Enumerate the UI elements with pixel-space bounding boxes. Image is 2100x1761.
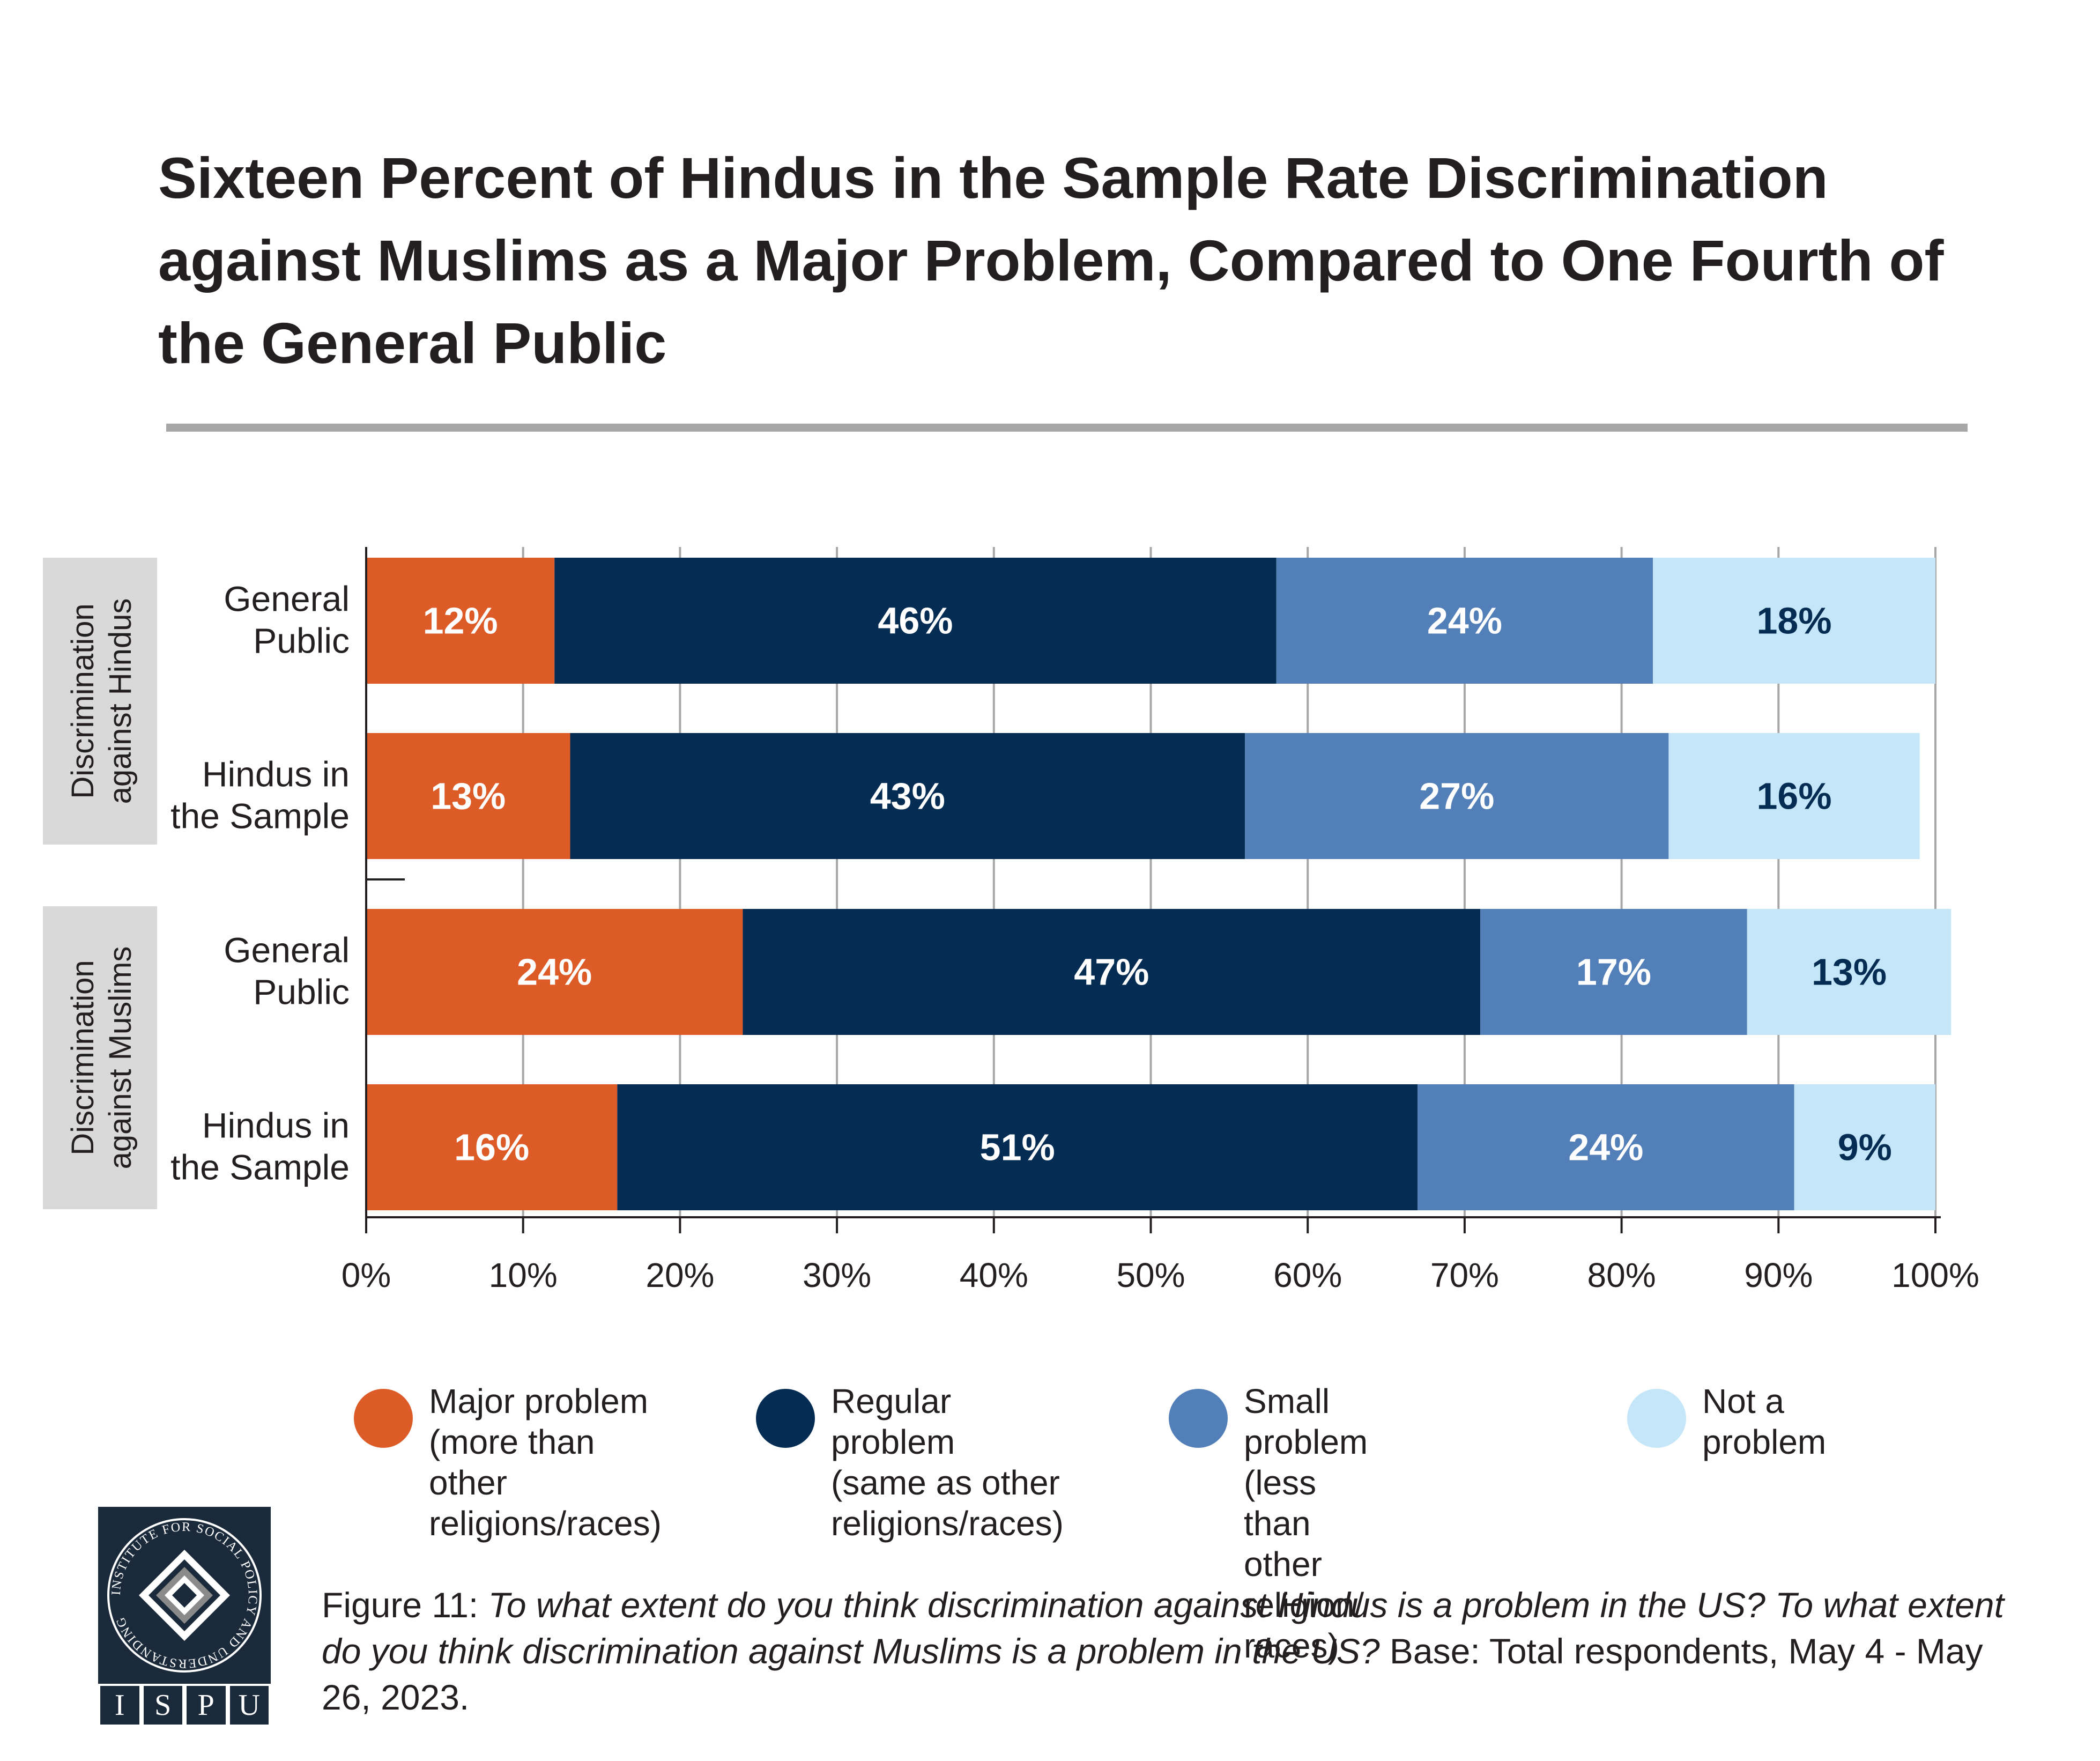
legend-swatch-small bbox=[1169, 1389, 1228, 1448]
x-tick-label: 80% bbox=[1587, 1256, 1656, 1294]
x-tick-label: 30% bbox=[803, 1256, 871, 1294]
data-label: 27% bbox=[1419, 775, 1494, 817]
bar-segment bbox=[1794, 1084, 1935, 1210]
bar-segment bbox=[1276, 558, 1653, 684]
logo-letter: U bbox=[227, 1684, 271, 1727]
category-label: Hindus in the Sample bbox=[170, 754, 350, 836]
title-divider bbox=[166, 424, 1968, 432]
legend: Major problem (more than other religions… bbox=[0, 1365, 2100, 1665]
group-label: Discriminationagainst Hindus bbox=[65, 598, 138, 804]
legend-label-regular: Regular problem (same as other religions… bbox=[831, 1382, 1064, 1543]
logo-letters: I S P U bbox=[98, 1684, 271, 1727]
data-label: 46% bbox=[878, 600, 953, 642]
logo-letter: S bbox=[141, 1684, 184, 1727]
bar-segment bbox=[1480, 909, 1747, 1035]
data-label: 51% bbox=[980, 1127, 1055, 1168]
legend-label-not: Not a problem bbox=[1702, 1382, 1827, 1461]
bar-segment bbox=[1668, 733, 1920, 859]
data-label: 17% bbox=[1576, 951, 1651, 993]
bar-segment bbox=[366, 733, 570, 859]
figure-caption: Figure 11: To what extent do you think d… bbox=[322, 1582, 2010, 1720]
group-label: Discriminationagainst Muslims bbox=[65, 946, 138, 1170]
logo-letter: P bbox=[184, 1684, 228, 1727]
bar-segment bbox=[366, 1084, 618, 1210]
data-label: 24% bbox=[1568, 1127, 1643, 1168]
data-label: 24% bbox=[517, 951, 592, 993]
data-label: 24% bbox=[1427, 600, 1502, 642]
bar-segment bbox=[366, 558, 555, 684]
bar-segment bbox=[554, 558, 1277, 684]
bar-segment bbox=[1418, 1084, 1794, 1210]
data-label: 13% bbox=[1812, 951, 1887, 993]
bar-segment bbox=[1245, 733, 1669, 859]
bar-segment bbox=[1653, 558, 1935, 684]
bar-segment bbox=[366, 909, 743, 1035]
ispu-logo: INSTITUTE FOR SOCIAL POLICY AND UNDERSTA… bbox=[98, 1507, 271, 1727]
legend-label-major: Major problem (more than other religions… bbox=[429, 1382, 662, 1543]
legend-label-small: Small problem (less than other religion/… bbox=[1244, 1382, 1368, 1665]
legend-swatch-regular bbox=[756, 1389, 815, 1448]
x-tick-label: 50% bbox=[1116, 1256, 1185, 1294]
group-box bbox=[43, 558, 157, 845]
category-label: General Public bbox=[224, 930, 350, 1012]
x-tick-label: 40% bbox=[960, 1256, 1028, 1294]
category-label: Hindus in the Sample bbox=[170, 1106, 350, 1187]
figure-number: Figure 11: bbox=[322, 1585, 479, 1625]
x-tick-label: 0% bbox=[342, 1256, 391, 1294]
data-label: 43% bbox=[870, 775, 945, 817]
legend-swatch-major bbox=[354, 1389, 413, 1448]
legend-swatch-not bbox=[1627, 1389, 1686, 1448]
logo-emblem: INSTITUTE FOR SOCIAL POLICY AND UNDERSTA… bbox=[107, 1518, 262, 1673]
figure-base: Base: Total respondents, May 4 - May 26,… bbox=[322, 1631, 1983, 1717]
group-box bbox=[43, 906, 157, 1209]
data-label: 16% bbox=[1757, 775, 1832, 817]
bar-segment bbox=[570, 733, 1245, 859]
stacked-bar-chart: 0% 10% 20% 30% 40% 50% 60% 70% 80% 90% 100% 12% 46% 2… bbox=[43, 547, 1979, 1294]
data-label: 12% bbox=[423, 600, 498, 642]
x-tick-label: 100% bbox=[1891, 1256, 1979, 1294]
figure-question: To what extent do you think discriminati… bbox=[322, 1585, 2004, 1671]
logo-letter: I bbox=[98, 1684, 142, 1727]
x-tick-label: 70% bbox=[1430, 1256, 1499, 1294]
data-label: 16% bbox=[454, 1127, 529, 1168]
data-label: 47% bbox=[1074, 951, 1149, 993]
data-label: 18% bbox=[1757, 600, 1832, 642]
chart-title: Sixteen Percent of Hindus in the Sample … bbox=[158, 145, 1944, 375]
data-label: 9% bbox=[1838, 1127, 1892, 1168]
x-tick-label: 90% bbox=[1744, 1256, 1813, 1294]
x-tick-label: 20% bbox=[645, 1256, 714, 1294]
bar-segment bbox=[743, 909, 1481, 1035]
x-tick-label: 60% bbox=[1273, 1256, 1342, 1294]
data-label: 13% bbox=[431, 775, 506, 817]
x-tick-label: 10% bbox=[489, 1256, 558, 1294]
bar-segment bbox=[617, 1084, 1418, 1210]
category-label: General Public bbox=[224, 579, 350, 661]
bar-segment bbox=[1747, 909, 1951, 1035]
